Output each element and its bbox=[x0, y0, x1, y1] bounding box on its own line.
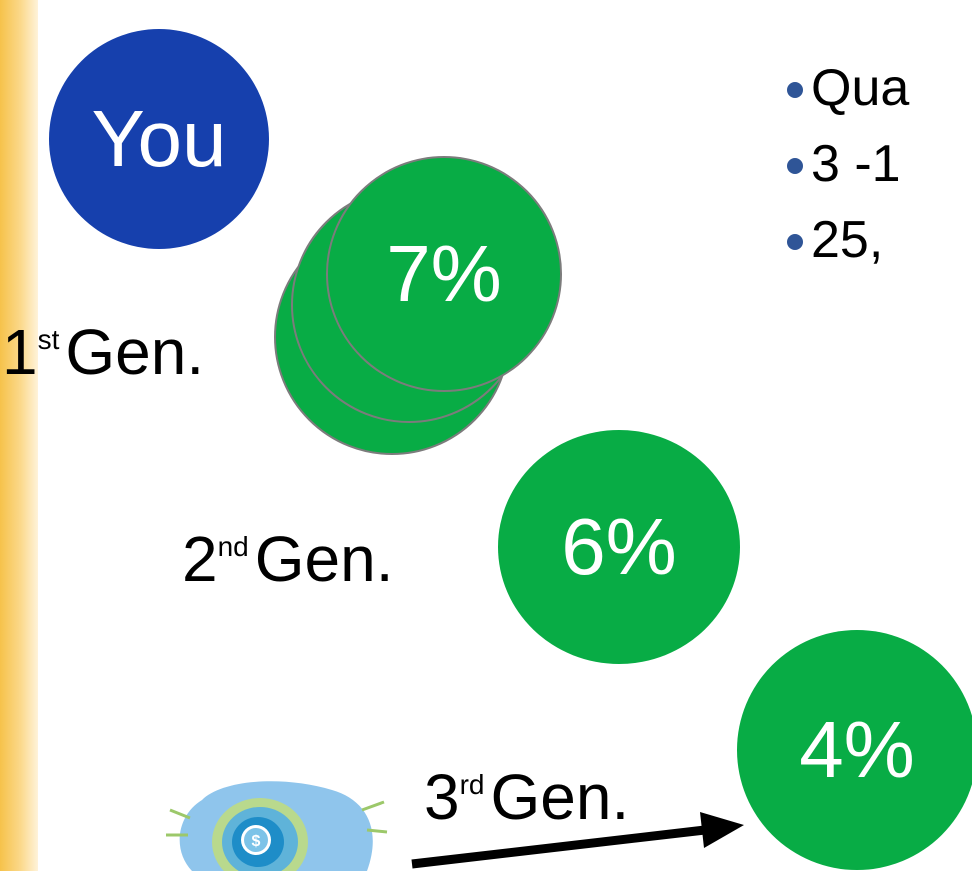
gen3-suffix: rd bbox=[459, 769, 485, 800]
svg-text:$: $ bbox=[252, 833, 261, 850]
bullet-text: 3 -1 bbox=[811, 135, 901, 193]
money-bag-icon: $ bbox=[162, 780, 392, 871]
bullet-text: Qua bbox=[811, 59, 910, 117]
you-circle: You bbox=[49, 29, 269, 249]
gen3-word: Gen. bbox=[490, 761, 630, 833]
edge-gradient-strip bbox=[0, 0, 38, 871]
gen3-percent: 4% bbox=[799, 705, 915, 794]
gen2-percent-circle: 6% bbox=[498, 430, 740, 664]
gen2-label: 2ndGen. bbox=[182, 527, 394, 591]
you-label: You bbox=[91, 94, 227, 183]
gen2-number: 2 bbox=[182, 523, 218, 595]
bullet-dot-icon bbox=[787, 234, 803, 250]
gen3-number: 3 bbox=[424, 761, 460, 833]
gen3-label: 3rdGen. bbox=[424, 765, 629, 829]
gen1-suffix: st bbox=[37, 324, 60, 355]
bullet-dot-icon bbox=[787, 158, 803, 174]
gen3-percent-circle: 4% bbox=[737, 630, 972, 870]
bullet-text: 25, bbox=[811, 211, 884, 269]
gen1-label: 1stGen. bbox=[2, 320, 204, 384]
bullet-dot-icon bbox=[787, 82, 803, 98]
gen1-number: 1 bbox=[2, 316, 38, 388]
gen2-suffix: nd bbox=[217, 531, 249, 562]
gen2-percent: 6% bbox=[561, 502, 677, 591]
gen2-word: Gen. bbox=[254, 523, 394, 595]
gen1-percent: 7% bbox=[386, 229, 502, 318]
gen1-word: Gen. bbox=[65, 316, 205, 388]
gen1-percent-circle: 7% bbox=[326, 156, 562, 392]
